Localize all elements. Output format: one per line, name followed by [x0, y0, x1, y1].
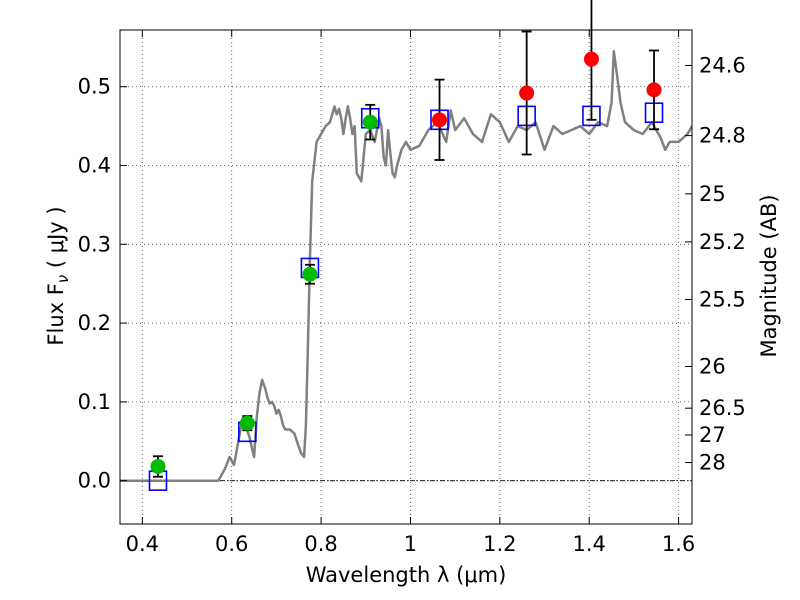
- x-tick-label: 1.4: [573, 532, 606, 556]
- y-axis-title-unit: ( μJy ): [44, 206, 68, 274]
- y-tick-label: 0.0: [78, 469, 111, 493]
- y-axis-title-subscript: ν: [54, 275, 72, 283]
- plot-frame: [119, 29, 693, 525]
- right-axis-title: Magnitude (AB): [757, 194, 781, 357]
- tick-layer: 0.4 0.6 0.8 1 1.2 1.4 1.6 0.0 0.1 0.2 0.3 0.4 0.5 24.…: [78, 30, 746, 556]
- x-tick-label: 1: [404, 532, 417, 556]
- y-tick-label: 0.2: [78, 311, 111, 335]
- observed-flux-point: [432, 112, 448, 128]
- y-tick-label: 0.4: [78, 154, 111, 178]
- x-tick-label: 0.8: [304, 532, 337, 556]
- observed-flux-point: [150, 458, 166, 474]
- x-tick-label: 1.6: [662, 532, 695, 556]
- observed-flux-point: [583, 51, 599, 67]
- magnitude-tick-label: 26: [699, 354, 726, 378]
- magnitude-tick-label: 25: [699, 182, 726, 206]
- model-spectrum-layer: [120, 50, 692, 482]
- x-tick-label: 1.2: [483, 532, 516, 556]
- x-tick-label: 0.4: [126, 532, 159, 556]
- magnitude-tick-label: 26.5: [699, 396, 746, 420]
- observed-flux-point: [239, 415, 255, 431]
- magnitude-tick-label: 24.8: [699, 124, 746, 148]
- magnitude-tick-label: 25.2: [699, 230, 746, 254]
- y-tick-label: 0.3: [78, 232, 111, 256]
- magnitude-tick-label: 24.6: [699, 53, 746, 77]
- y-tick-label: 0.1: [78, 390, 111, 414]
- marker-layer: [148, 0, 664, 491]
- magnitude-tick-label: 25.5: [699, 287, 746, 311]
- observed-flux-point: [362, 114, 378, 130]
- plot-area: [120, 50, 692, 482]
- y-axis-title-main: Flux F: [44, 283, 68, 345]
- magnitude-tick-label: 28: [699, 451, 726, 475]
- observed-flux-point: [302, 266, 318, 282]
- grid-layer: [120, 30, 692, 524]
- x-tick-label: 0.6: [215, 532, 248, 556]
- magnitude-tick-label: 27: [699, 423, 726, 447]
- observed-flux-point: [519, 85, 535, 101]
- model-spectrum-line: [120, 50, 692, 482]
- observed-flux-point: [646, 82, 662, 98]
- x-axis-title: Wavelength λ (μm): [306, 563, 507, 587]
- y-tick-label: 0.5: [78, 75, 111, 99]
- y-axis-title: Flux Fν ( μJy ): [44, 206, 72, 345]
